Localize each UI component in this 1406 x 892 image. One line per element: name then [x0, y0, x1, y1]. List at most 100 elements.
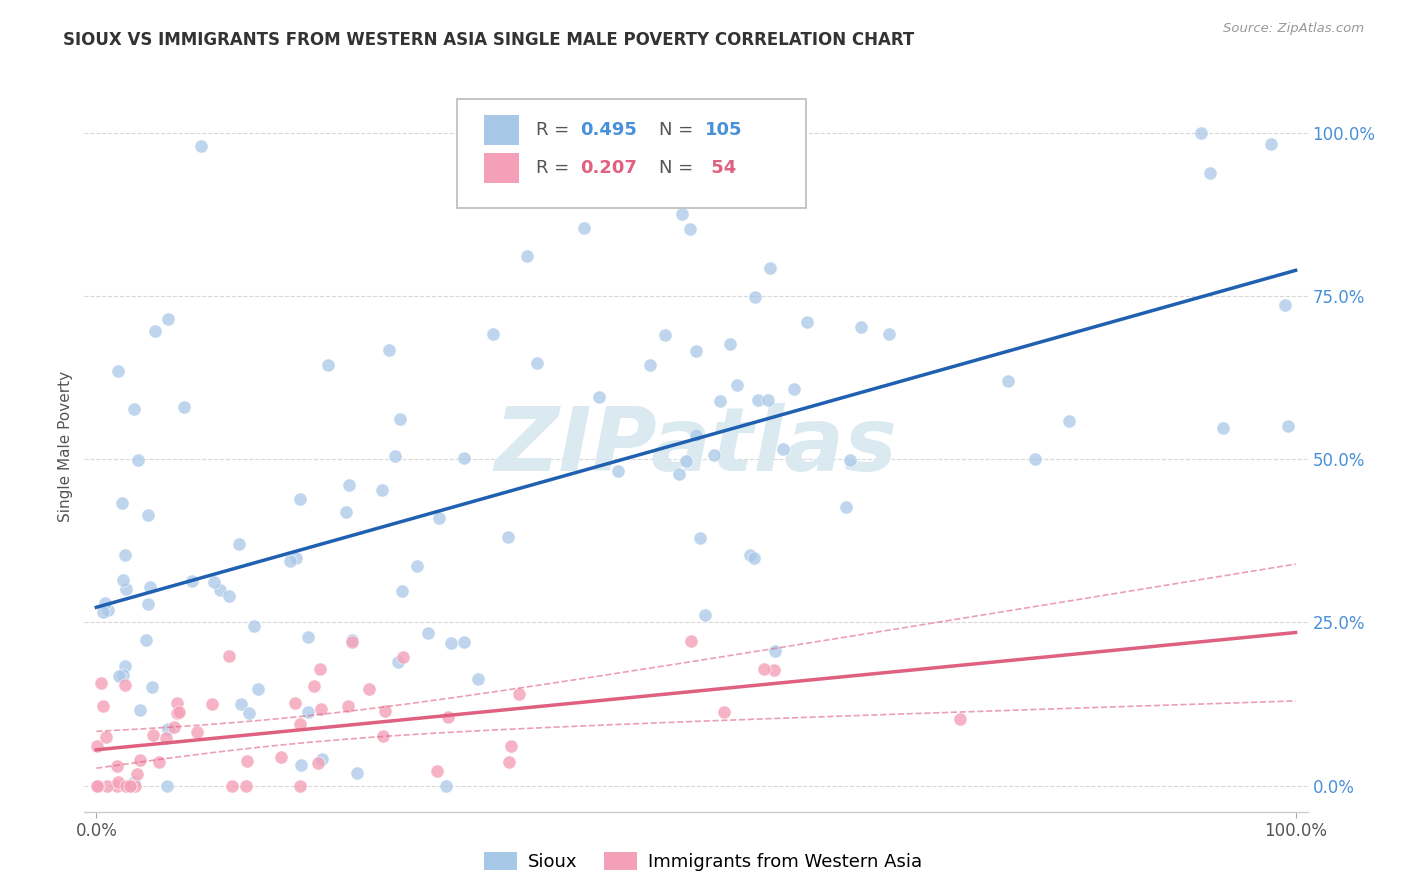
Point — [588, 390, 610, 404]
Point — [141, 680, 163, 694]
Text: N =: N = — [659, 159, 699, 177]
Legend: Sioux, Immigrants from Western Asia: Sioux, Immigrants from Western Asia — [477, 845, 929, 879]
Point — [675, 454, 697, 468]
Point — [127, 453, 149, 467]
Point — [695, 608, 717, 623]
Point — [138, 508, 160, 523]
Point — [304, 680, 326, 694]
Point — [86, 779, 108, 793]
Point — [679, 222, 702, 236]
Point — [373, 704, 395, 718]
Point — [115, 779, 138, 793]
Point — [173, 400, 195, 414]
Point — [94, 596, 117, 610]
FancyBboxPatch shape — [457, 99, 806, 209]
Point — [516, 249, 538, 263]
Point — [285, 550, 308, 565]
Point — [166, 706, 188, 721]
Point — [346, 765, 368, 780]
Point — [125, 766, 148, 780]
Point — [1260, 136, 1282, 151]
Point — [772, 442, 794, 456]
Point — [157, 311, 180, 326]
Point — [747, 393, 769, 408]
Point — [482, 327, 505, 342]
Point — [742, 551, 765, 566]
Point — [654, 328, 676, 343]
Point — [679, 634, 702, 648]
Point — [135, 633, 157, 648]
Text: R =: R = — [536, 121, 575, 139]
Point — [335, 505, 357, 519]
Point — [508, 687, 530, 701]
Point — [752, 662, 775, 676]
Point — [427, 510, 450, 524]
Point — [111, 496, 134, 510]
Point — [86, 739, 108, 753]
Point — [90, 676, 112, 690]
Point — [384, 450, 406, 464]
FancyBboxPatch shape — [484, 115, 519, 145]
Point — [738, 548, 761, 562]
Point — [114, 658, 136, 673]
Point — [238, 706, 260, 720]
Text: SIOUX VS IMMIGRANTS FROM WESTERN ASIA SINGLE MALE POVERTY CORRELATION CHART: SIOUX VS IMMIGRANTS FROM WESTERN ASIA SI… — [63, 31, 914, 49]
Point — [270, 750, 292, 764]
Point — [156, 779, 179, 793]
Point — [129, 703, 152, 717]
Point — [120, 779, 142, 793]
Point — [877, 326, 900, 341]
Point — [107, 364, 129, 378]
Point — [120, 779, 142, 793]
Point — [307, 756, 329, 770]
Point — [835, 500, 858, 515]
Point — [297, 630, 319, 644]
Point — [671, 207, 693, 221]
Point — [288, 779, 311, 793]
Point — [607, 464, 630, 478]
Point — [91, 698, 114, 713]
Point — [638, 358, 661, 372]
Point — [94, 731, 117, 745]
Point — [997, 374, 1019, 388]
Point — [190, 138, 212, 153]
Point — [202, 575, 225, 590]
Point — [391, 584, 413, 599]
Point — [756, 392, 779, 407]
Point — [416, 626, 439, 640]
Point — [278, 554, 301, 568]
Point — [243, 619, 266, 633]
Point — [377, 343, 399, 357]
Point — [340, 635, 363, 649]
Point — [143, 324, 166, 338]
Point — [453, 635, 475, 649]
Point — [309, 702, 332, 716]
Point — [290, 757, 312, 772]
Point — [157, 723, 180, 737]
Point — [1277, 418, 1299, 433]
Point — [668, 467, 690, 481]
Point — [744, 290, 766, 304]
Point — [709, 394, 731, 409]
Point — [437, 710, 460, 724]
Point — [108, 669, 131, 683]
Point — [166, 697, 188, 711]
Point — [181, 574, 204, 588]
Point — [128, 753, 150, 767]
Point — [221, 779, 243, 793]
Point — [201, 697, 224, 711]
Point — [434, 779, 457, 793]
Point — [297, 705, 319, 719]
Point — [337, 698, 360, 713]
Point — [115, 582, 138, 596]
Point — [112, 573, 135, 587]
Point — [97, 603, 120, 617]
Point — [229, 698, 252, 712]
Text: 0.495: 0.495 — [579, 121, 637, 139]
Point — [758, 261, 780, 276]
Point — [359, 681, 381, 696]
Point — [136, 597, 159, 611]
Point — [246, 682, 269, 697]
Point — [718, 337, 741, 351]
Text: R =: R = — [536, 159, 575, 177]
